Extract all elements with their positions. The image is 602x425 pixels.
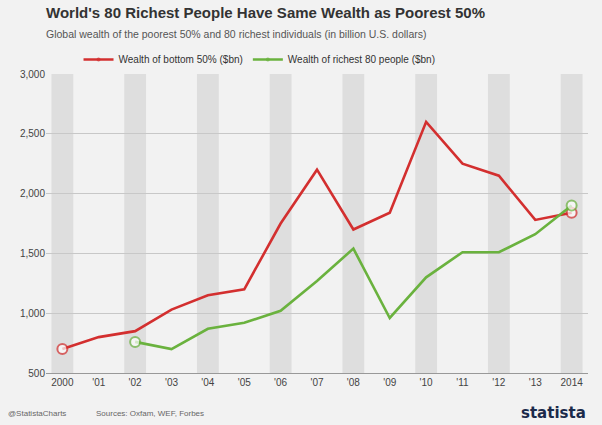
svg-text:Sources: Oxfam, WEF, Forbes: Sources: Oxfam, WEF, Forbes [96,409,204,418]
svg-text:Wealth of bottom 50% ($bn): Wealth of bottom 50% ($bn) [119,54,243,65]
svg-text:500: 500 [28,368,45,379]
svg-text:Wealth of richest 80 people ($: Wealth of richest 80 people ($bn) [288,54,435,65]
svg-text:'11: '11 [456,377,469,388]
svg-text:1,500: 1,500 [20,248,45,259]
svg-text:'03: '03 [165,377,178,388]
svg-text:1,000: 1,000 [20,308,45,319]
svg-text:2,000: 2,000 [20,188,45,199]
svg-text:'10: '10 [420,377,433,388]
svg-text:2,500: 2,500 [20,128,45,139]
svg-text:'13: '13 [529,377,542,388]
svg-text:'08: '08 [347,377,360,388]
svg-text:3,000: 3,000 [20,69,45,80]
svg-text:World's 80 Richest People Have: World's 80 Richest People Have Same Weal… [46,4,485,40]
svg-text:2014: 2014 [561,377,584,388]
svg-text:'05: '05 [238,377,251,388]
svg-text:'12: '12 [492,377,505,388]
svg-text:statista: statista [521,404,586,422]
svg-text:'09: '09 [383,377,396,388]
svg-text:'02: '02 [129,377,142,388]
svg-text:'07: '07 [310,377,323,388]
svg-text:@StatistaCharts: @StatistaCharts [8,409,66,418]
svg-text:'01: '01 [92,377,105,388]
svg-text:2000: 2000 [51,377,74,388]
svg-text:'04: '04 [201,377,214,388]
svg-text:'06: '06 [274,377,287,388]
